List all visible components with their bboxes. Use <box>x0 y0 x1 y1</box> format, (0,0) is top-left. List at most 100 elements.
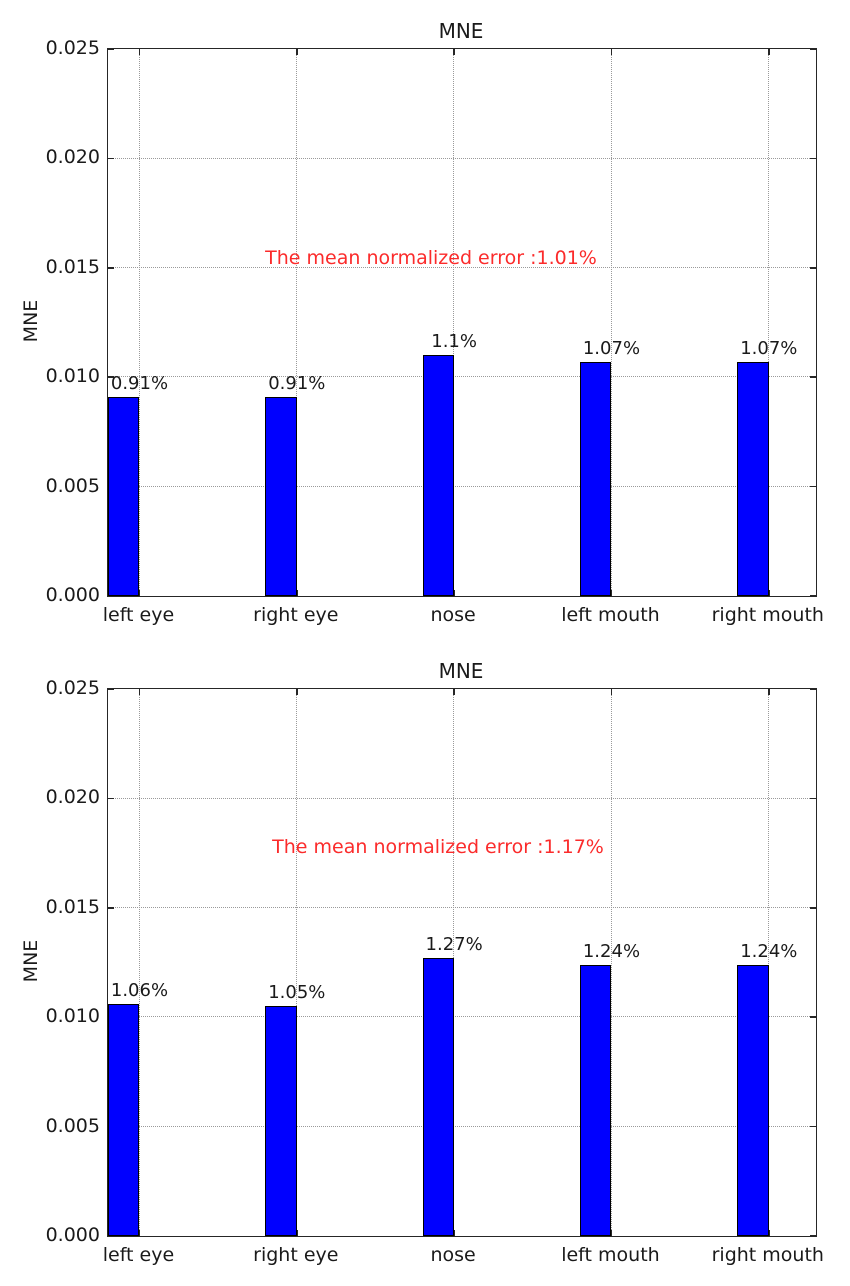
tick-mark <box>810 376 816 378</box>
y-tick-label: 0.005 <box>45 1114 100 1137</box>
x-tick-label: left mouth <box>561 1244 660 1266</box>
tick-mark <box>810 485 816 488</box>
gridline <box>768 49 770 596</box>
y-tick-label: 0.020 <box>45 786 100 809</box>
bar-right-mouth <box>737 964 769 1236</box>
y-tick-label: 0.025 <box>45 677 100 699</box>
tick-mark <box>810 48 816 50</box>
gridline <box>108 267 816 269</box>
tick-mark <box>108 797 114 800</box>
gridline <box>453 49 455 596</box>
bar-right-eye <box>265 396 297 596</box>
bar-value-label: 1.24% <box>582 940 641 962</box>
y-axis-label: MNE <box>20 939 42 983</box>
bar-value-label: 1.1% <box>431 331 477 353</box>
tick-mark <box>768 689 770 695</box>
tick-mark <box>810 1125 816 1128</box>
tick-mark <box>108 157 114 160</box>
gridline <box>610 49 612 596</box>
bar-nose <box>422 958 455 1236</box>
tick-mark <box>296 49 298 55</box>
plot-area: 1.06% 1.05% 1.27% 1.24% 1.24% The mean normal… <box>107 688 817 1237</box>
annotation-text: The mean normalized error :1.01% <box>265 247 597 269</box>
figure-top: MNE MNE 0.91% 0.91% 1.1% 1.07% 1.07% The mean… <box>20 19 824 626</box>
tick-mark <box>810 267 816 269</box>
tick-mark <box>610 1230 613 1236</box>
gridline <box>296 49 298 596</box>
y-tick-label: 0.010 <box>45 365 100 388</box>
tick-mark <box>453 1230 455 1236</box>
tick-mark <box>810 595 816 597</box>
y-tick-label: 0.020 <box>45 146 100 169</box>
tick-mark <box>610 689 613 695</box>
tick-mark <box>108 267 114 269</box>
tick-mark <box>296 1230 298 1236</box>
gridline <box>108 907 816 909</box>
gridline <box>610 689 612 1236</box>
bar-value-label: 0.91% <box>268 372 326 394</box>
tick-mark <box>138 49 141 55</box>
tick-mark <box>138 689 141 695</box>
bar-right-mouth <box>737 361 769 596</box>
tick-mark <box>108 595 114 597</box>
annotation-text: The mean normalized error :1.17% <box>272 836 604 858</box>
gridline <box>108 1016 816 1018</box>
y-tick-label: 0.000 <box>45 584 100 606</box>
y-tick-label: 0.005 <box>45 474 100 497</box>
y-tick-label: 0.000 <box>45 1224 100 1246</box>
tick-mark <box>768 1230 770 1236</box>
gridline <box>108 797 816 799</box>
y-axis-label: MNE <box>20 299 42 343</box>
bar-value-label: 1.07% <box>582 337 641 359</box>
gridline <box>296 689 298 1236</box>
gridline <box>108 157 816 159</box>
tick-mark <box>453 49 455 55</box>
gridline <box>138 49 140 596</box>
chart-title: MNE <box>438 19 484 43</box>
tick-mark <box>810 797 816 800</box>
y-tick-label: 0.010 <box>45 1005 100 1028</box>
tick-mark <box>810 688 816 690</box>
x-tick-label: right eye <box>253 604 339 626</box>
tick-mark <box>138 1230 141 1236</box>
tick-mark <box>610 590 613 596</box>
bar-value-label: 1.24% <box>740 940 798 962</box>
x-tick-label: right mouth <box>711 604 824 626</box>
tick-mark <box>810 157 816 160</box>
tick-mark <box>810 1235 816 1237</box>
plot-area: 0.91% 0.91% 1.1% 1.07% 1.07% The mean normali… <box>107 48 817 597</box>
x-tick-label: left eye <box>102 1244 175 1266</box>
gridline <box>108 376 816 378</box>
bar-right-eye <box>265 1006 297 1236</box>
tick-mark <box>453 590 455 596</box>
tick-mark <box>138 590 141 596</box>
x-tick-label: right mouth <box>711 1244 824 1266</box>
bar-left-mouth <box>580 964 612 1236</box>
tick-mark <box>768 49 770 55</box>
tick-mark <box>108 376 114 378</box>
bar-nose <box>422 355 455 596</box>
tick-mark <box>453 689 455 695</box>
tick-mark <box>108 688 114 690</box>
tick-mark <box>610 49 613 55</box>
y-tick-label: 0.025 <box>45 37 100 59</box>
chart-title: MNE <box>438 659 484 683</box>
tick-mark <box>108 48 114 50</box>
bar-value-label: 1.07% <box>740 337 798 359</box>
gridline <box>108 485 816 487</box>
bar-value-label: 1.06% <box>110 980 169 1002</box>
tick-mark <box>768 590 770 596</box>
bar-left-eye <box>108 396 140 596</box>
gridline <box>138 689 140 1236</box>
tick-mark <box>108 1235 114 1237</box>
bar-left-mouth <box>580 361 612 596</box>
gridline <box>108 1125 816 1127</box>
y-tick-label: 0.015 <box>45 895 100 918</box>
tick-mark <box>810 1016 816 1018</box>
x-tick-label: left mouth <box>561 604 660 626</box>
bar-value-label: 0.91% <box>110 372 169 394</box>
bar-value-label: 1.05% <box>268 982 326 1004</box>
tick-mark <box>296 689 298 695</box>
tick-mark <box>108 907 114 909</box>
